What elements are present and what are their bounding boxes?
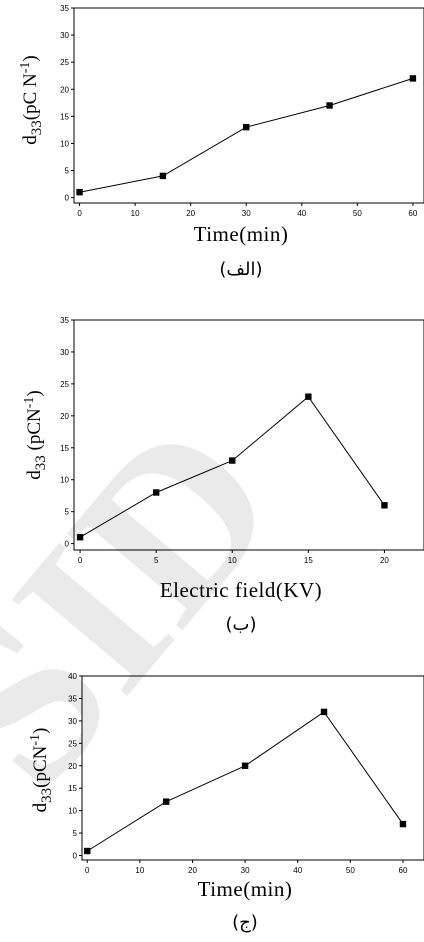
- data-point: [243, 123, 250, 131]
- data-point: [84, 847, 91, 855]
- y-tick-label: 35: [60, 316, 69, 325]
- y-tick-label: 10: [60, 476, 69, 485]
- x-tick-label: 5: [154, 556, 159, 565]
- data-point: [152, 489, 160, 496]
- figure-caption: (ب): [226, 614, 257, 635]
- y-tick-label: 10: [68, 807, 77, 816]
- x-tick-label: 50: [346, 866, 355, 875]
- series-line: [79, 77, 414, 193]
- y-tick-label: 35: [60, 4, 69, 13]
- chart-d33-vs-time-alef: 0 5 10 15 20 25 30 35 0 10 20 30 40 50 60 Time(min) d33(…: [18, 4, 424, 280]
- x-tick-label: 60: [408, 209, 417, 218]
- x-tick-label: 10: [135, 866, 144, 875]
- x-tick-label: 50: [353, 209, 362, 218]
- y-tick-label: 15: [68, 784, 77, 793]
- chart-d33-vs-time-jim: 0 5 10 15 20 25 30 35 40 0 10 20 30 40 50 60 Time(min) d3…: [28, 672, 424, 933]
- y-tick-label: 40: [68, 672, 77, 681]
- y-tick-label: 30: [68, 717, 77, 726]
- y-tick-label: 5: [65, 508, 70, 517]
- data-point: [162, 798, 170, 805]
- y-tick-label: 25: [60, 380, 69, 389]
- data-point: [159, 172, 167, 180]
- data-point: [305, 393, 312, 400]
- y-axis-label: d33(pC N-1): [18, 55, 45, 144]
- y-tick-label: 0: [65, 194, 70, 203]
- plot-frame: [73, 7, 424, 204]
- x-axis-label: Time(min): [194, 222, 289, 246]
- y-tick-label: 15: [60, 444, 69, 453]
- data-point: [399, 820, 407, 828]
- plot-frame: [81, 675, 424, 861]
- chart-d33-vs-electric-field-be: 0 5 10 15 20 25 30 35 0 5 10 15 20 Electric field(KV)…: [22, 316, 424, 635]
- x-tick-label: 15: [304, 556, 313, 565]
- x-tick-label: 10: [131, 209, 140, 218]
- figure-caption: (الف): [219, 259, 262, 280]
- y-tick-label: 15: [60, 112, 69, 121]
- y-tick-label: 0: [73, 852, 78, 861]
- x-tick-label: 40: [297, 209, 306, 218]
- y-tick-label: 25: [68, 739, 77, 748]
- data-point: [76, 534, 84, 541]
- x-tick-label: 0: [78, 556, 83, 565]
- x-tick-label: 40: [293, 866, 302, 875]
- y-tick-label: 20: [68, 762, 77, 771]
- data-point: [76, 188, 83, 196]
- y-tick-label: 5: [73, 829, 78, 838]
- x-tick-label: 30: [241, 866, 250, 875]
- figure-caption: (ج): [232, 912, 258, 933]
- y-tick-label: 20: [60, 85, 69, 94]
- data-point: [320, 708, 328, 716]
- x-tick-label: 10: [228, 556, 237, 565]
- x-tick-label: 30: [242, 209, 251, 218]
- x-tick-label: 20: [186, 209, 195, 218]
- x-tick-label: 0: [77, 209, 82, 218]
- data-point: [326, 102, 333, 109]
- y-tick-label: 10: [60, 139, 69, 148]
- y-tick-label: 0: [65, 540, 70, 549]
- y-tick-label: 25: [60, 58, 69, 67]
- data-point: [229, 457, 236, 464]
- y-tick-label: 35: [68, 694, 77, 703]
- x-tick-label: 20: [380, 556, 389, 565]
- y-axis-label: d33(pCN-1): [28, 728, 55, 813]
- y-tick-label: 20: [60, 412, 69, 421]
- x-tick-label: 20: [188, 866, 197, 875]
- x-tick-label: 0: [85, 866, 90, 875]
- y-tick-label: 30: [60, 31, 69, 40]
- plot-frame: [73, 319, 424, 551]
- x-axis-label: Electric field(KV): [160, 578, 322, 602]
- x-tick-label: 60: [399, 866, 408, 875]
- y-tick-label: 30: [60, 348, 69, 357]
- y-axis-label: d33 (pCN-1): [22, 390, 49, 479]
- data-point: [241, 762, 249, 769]
- data-point: [409, 75, 417, 82]
- y-tick-label: 5: [65, 167, 70, 176]
- x-axis-label: Time(min): [198, 877, 293, 901]
- data-point: [381, 502, 388, 509]
